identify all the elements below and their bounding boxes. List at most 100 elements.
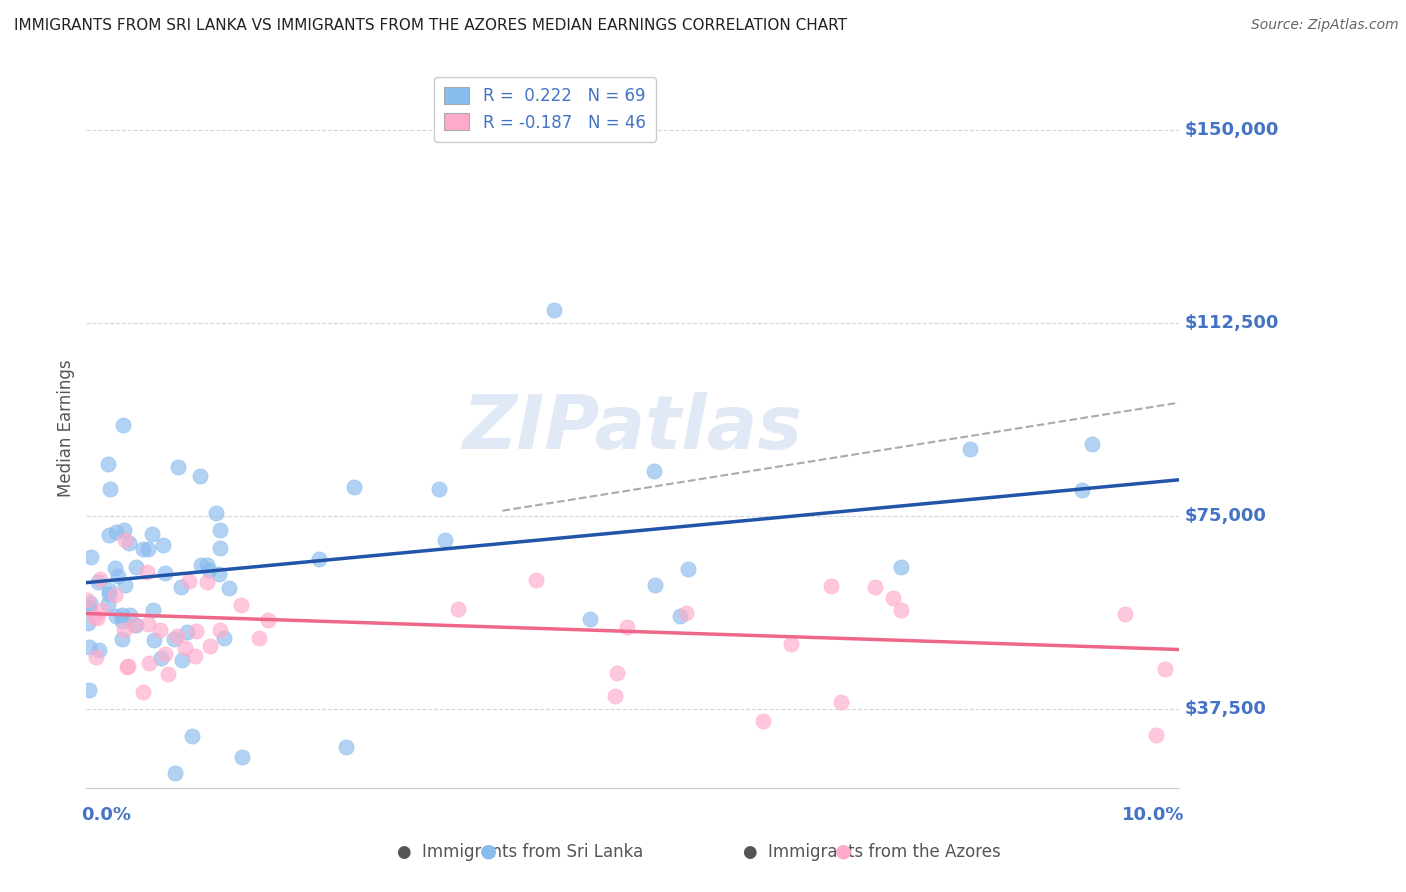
Point bbox=[97, 527, 120, 541]
Point bbox=[212, 631, 235, 645]
Point bbox=[136, 565, 159, 579]
Point bbox=[152, 538, 174, 552]
Point bbox=[117, 536, 139, 550]
Point bbox=[195, 574, 218, 589]
Point bbox=[578, 612, 600, 626]
Point bbox=[84, 650, 107, 665]
Point bbox=[105, 609, 128, 624]
Point bbox=[257, 613, 280, 627]
Point bbox=[820, 579, 842, 593]
Point bbox=[174, 640, 197, 655]
Point bbox=[170, 653, 193, 667]
Point bbox=[87, 575, 110, 590]
Point bbox=[157, 667, 180, 681]
Point bbox=[198, 563, 221, 577]
Point bbox=[524, 574, 547, 588]
Point bbox=[209, 523, 232, 537]
Point bbox=[105, 524, 128, 539]
Point bbox=[184, 649, 207, 664]
Point bbox=[429, 482, 451, 496]
Point bbox=[643, 464, 665, 478]
Point bbox=[111, 607, 134, 622]
Point bbox=[335, 740, 357, 755]
Text: 10.0%: 10.0% bbox=[1122, 806, 1184, 824]
Point bbox=[114, 578, 136, 592]
Point bbox=[138, 656, 160, 670]
Point bbox=[231, 750, 253, 764]
Y-axis label: Median Earnings: Median Earnings bbox=[58, 359, 75, 497]
Point bbox=[205, 506, 228, 520]
Text: $75,000: $75,000 bbox=[1184, 507, 1265, 524]
Point bbox=[959, 442, 981, 456]
Point bbox=[77, 683, 100, 698]
Point bbox=[76, 592, 98, 607]
Point bbox=[83, 609, 105, 624]
Point bbox=[136, 616, 159, 631]
Point bbox=[98, 587, 121, 601]
Point bbox=[90, 603, 112, 617]
Text: $150,000: $150,000 bbox=[1184, 121, 1278, 139]
Text: ZIPatlas: ZIPatlas bbox=[463, 392, 803, 465]
Point bbox=[644, 578, 666, 592]
Point bbox=[181, 729, 204, 743]
Point bbox=[112, 523, 135, 537]
Point bbox=[195, 558, 218, 573]
Point bbox=[343, 480, 366, 494]
Point bbox=[79, 596, 101, 610]
Point bbox=[77, 600, 100, 615]
Text: 0.0%: 0.0% bbox=[80, 806, 131, 824]
Point bbox=[170, 580, 193, 594]
Point bbox=[208, 623, 231, 637]
Point bbox=[890, 603, 912, 617]
Text: $112,500: $112,500 bbox=[1184, 314, 1278, 332]
Point bbox=[188, 469, 211, 483]
Point bbox=[118, 607, 141, 622]
Text: ●  Immigrants from the Azores: ● Immigrants from the Azores bbox=[742, 843, 1001, 861]
Point bbox=[86, 611, 108, 625]
Point bbox=[98, 483, 121, 497]
Point bbox=[104, 561, 127, 575]
Point bbox=[132, 685, 155, 699]
Point bbox=[97, 597, 120, 611]
Text: $37,500: $37,500 bbox=[1184, 699, 1265, 718]
Point bbox=[114, 533, 136, 547]
Point bbox=[125, 560, 148, 574]
Point bbox=[1081, 437, 1104, 451]
Point bbox=[122, 617, 145, 632]
Point bbox=[830, 695, 852, 709]
Point bbox=[142, 603, 165, 617]
Point bbox=[184, 624, 207, 639]
Point bbox=[177, 574, 200, 589]
Point bbox=[149, 623, 172, 637]
Point bbox=[104, 588, 127, 602]
Point bbox=[110, 632, 132, 647]
Point bbox=[890, 559, 912, 574]
Point bbox=[112, 623, 135, 637]
Point bbox=[308, 551, 330, 566]
Point bbox=[153, 566, 176, 580]
Point bbox=[606, 666, 628, 681]
Point bbox=[676, 562, 699, 576]
Point bbox=[176, 625, 198, 640]
Point bbox=[117, 658, 139, 673]
Point bbox=[163, 765, 186, 780]
Point bbox=[863, 580, 886, 594]
Point bbox=[143, 632, 166, 647]
Point bbox=[247, 631, 270, 645]
Point bbox=[89, 643, 111, 657]
Point bbox=[218, 581, 240, 595]
Point bbox=[675, 606, 697, 620]
Point bbox=[97, 458, 120, 472]
Point bbox=[89, 572, 111, 586]
Point bbox=[132, 542, 155, 557]
Point bbox=[780, 637, 803, 651]
Point bbox=[166, 459, 188, 474]
Point bbox=[111, 418, 134, 433]
Point bbox=[155, 648, 177, 662]
Point bbox=[616, 620, 638, 634]
Point bbox=[111, 614, 134, 628]
Text: ●: ● bbox=[835, 842, 852, 861]
Point bbox=[163, 632, 186, 646]
Point bbox=[605, 689, 627, 703]
Point bbox=[198, 640, 221, 654]
